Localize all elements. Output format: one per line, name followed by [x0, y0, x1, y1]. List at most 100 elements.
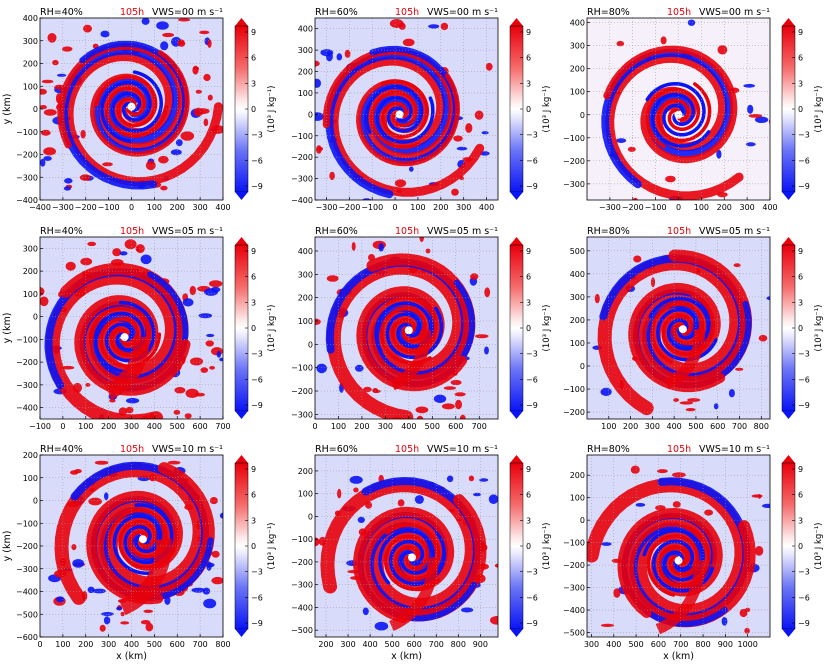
convective-cell [158, 155, 169, 164]
y-tick-label: 0 [580, 362, 585, 371]
convective-cell [578, 527, 584, 534]
plot-frame [314, 454, 499, 638]
panel-time-label: 105h [667, 226, 691, 237]
y-tick-label: 100 [23, 474, 38, 483]
panel-vws-label: VWS=05 m s⁻¹ [152, 226, 223, 237]
convective-cell [635, 503, 646, 507]
x-tick-label: 400 [762, 203, 777, 212]
colorbar-tick-label: −3 [251, 350, 263, 359]
convective-cell [473, 492, 482, 497]
convective-cell [56, 73, 67, 77]
convective-cell [209, 280, 223, 288]
x-tick-label: 700 [192, 640, 207, 649]
heatmap-field [315, 19, 493, 200]
convective-cell [446, 475, 454, 483]
convective-cell [40, 296, 49, 307]
negative-inner-band [364, 85, 424, 135]
positive-inner-band [380, 79, 430, 139]
convective-cell [126, 397, 140, 404]
convective-cell [162, 32, 175, 38]
colorbar-tick-label: −3 [251, 568, 263, 577]
x-tick-label: −200 [338, 203, 360, 212]
convective-cell [468, 475, 475, 482]
convective-cell [198, 313, 213, 319]
convective-cell [316, 363, 328, 374]
convective-cell [61, 365, 75, 370]
colorbar-extend-bottom [782, 629, 795, 637]
y-tick-label: 100 [570, 88, 585, 97]
convective-cell [474, 110, 484, 120]
convective-cell [704, 509, 713, 516]
convective-cell [85, 383, 91, 387]
panel-2-2: 300 400 500 600 700 800 900 10002001000−100−200… [563, 444, 824, 662]
y-tick-label: 300 [570, 42, 585, 51]
convective-cell [156, 21, 169, 30]
convective-cell [211, 576, 223, 585]
y-tick-label: −200 [16, 542, 38, 551]
downshear-positive-sector [655, 560, 705, 635]
convective-cell [488, 494, 498, 504]
convective-cell [61, 46, 73, 52]
panel-1-2: 100 200 300 400 500 600 700 800 500 400 300 200 100 0… [563, 226, 824, 431]
positive-inner-band [646, 534, 700, 597]
convective-cell [145, 160, 156, 171]
x-tick-label: 800 [215, 640, 230, 649]
colorbar-tick-label: 3 [251, 298, 256, 307]
convective-cell [361, 198, 372, 200]
colorbar-tick-label: 0 [251, 105, 256, 114]
colorbar-extend-top [235, 237, 248, 245]
y-tick-label: −200 [291, 387, 313, 396]
convective-cell [613, 588, 621, 598]
convective-cell [349, 475, 363, 484]
colorbar-tick-label: −9 [251, 182, 263, 191]
colorbar-extend-bottom [510, 192, 523, 200]
y-axis-label: y (km) [2, 313, 13, 344]
convective-cell [355, 364, 364, 372]
panel-0-0: −400 −300 −200 −100 0 100 200 300 40040030020010… [2, 7, 277, 212]
convective-cell [660, 36, 667, 45]
colorbar: 9 6 3 0 −3 −6 −9 (10³ J kg⁻¹) [234, 237, 277, 419]
colorbar-tick-label: 0 [526, 542, 531, 551]
colorbar-tick-label: 9 [251, 28, 256, 37]
convective-cell [206, 333, 215, 338]
convective-cell [433, 394, 447, 403]
convective-cell [43, 109, 57, 116]
y-tick-label: −100 [16, 128, 38, 137]
convective-cell [71, 544, 77, 551]
x-tick-label: −300 [599, 203, 621, 212]
convective-cell [754, 546, 764, 556]
convective-cell [372, 650, 385, 655]
y-tick-label: −400 [16, 196, 38, 205]
convective-cell [120, 621, 130, 625]
colorbar-label: (10³ J kg⁻¹) [267, 523, 277, 570]
x-tick-label: 400 [479, 203, 494, 212]
y-tick-label: 300 [298, 46, 313, 55]
colorbar-tick-label: −9 [798, 619, 810, 628]
y-tick-label: 400 [298, 25, 313, 34]
negative-inner-band [100, 80, 152, 144]
colorbar-extend-bottom [782, 411, 795, 419]
colorbar-tick-label: 0 [251, 542, 256, 551]
convective-cell [414, 495, 424, 504]
convective-cell [23, 371, 36, 376]
y-tick-label: 400 [298, 247, 313, 256]
x-axis-label: x (km) [391, 651, 422, 662]
panel-vws-label: VWS=10 m s⁻¹ [152, 444, 223, 455]
x-tick-label: 100 [55, 640, 70, 649]
heatmap-field [315, 237, 498, 419]
x-tick-label: 100 [331, 422, 346, 431]
convective-cell [116, 606, 123, 611]
y-tick-label: 200 [23, 451, 38, 460]
convective-cell [326, 275, 339, 282]
downshear-positive-sector [104, 336, 150, 400]
convective-cell [398, 22, 406, 30]
colorbar-tick-label: −9 [798, 182, 810, 191]
y-tick-label: −600 [16, 633, 38, 642]
y-tick-label: 0 [580, 516, 585, 525]
convective-cell [679, 401, 694, 405]
negative-inner-band [111, 70, 163, 133]
negative-inner-band [642, 528, 705, 582]
colorbar-tick-label: −6 [798, 593, 810, 602]
y-tick-label: −100 [291, 132, 313, 141]
